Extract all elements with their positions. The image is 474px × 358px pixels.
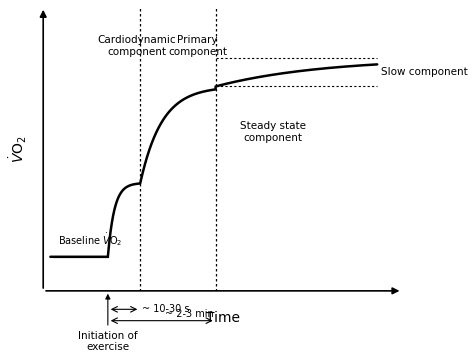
Text: Time: Time xyxy=(206,311,240,325)
Text: Slow component: Slow component xyxy=(381,67,467,77)
Text: ~ 2-3 min: ~ 2-3 min xyxy=(165,309,214,319)
Text: Primary
component: Primary component xyxy=(168,35,227,57)
Text: $\dot{V}$O$_2$: $\dot{V}$O$_2$ xyxy=(8,135,28,163)
Text: Initiation of
exercise: Initiation of exercise xyxy=(78,295,137,352)
Text: ~ 10-30 s: ~ 10-30 s xyxy=(142,304,190,314)
Text: Cardiodynamic
component: Cardiodynamic component xyxy=(97,35,176,57)
Text: Steady state
component: Steady state component xyxy=(240,121,306,143)
Text: Baseline $\dot{V}$O$_2$: Baseline $\dot{V}$O$_2$ xyxy=(57,231,122,248)
